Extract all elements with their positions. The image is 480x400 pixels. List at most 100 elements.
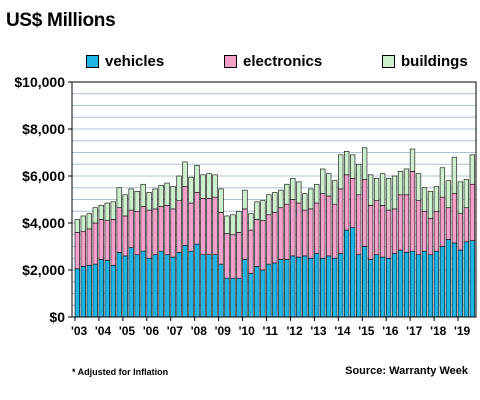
bar-buildings [439,167,446,198]
legend-label-electronics: electronics [243,52,323,70]
bar-electronics [74,232,80,270]
bar-vehicles [344,229,350,318]
bar-electronics [350,178,356,229]
bar-electronics [278,207,284,260]
bar-vehicles [116,252,122,318]
bar-electronics [146,209,152,259]
bar-buildings [92,207,98,224]
bar-vehicles [92,263,98,318]
bar-buildings [188,176,194,204]
bar-electronics [212,196,218,256]
bar-buildings [116,187,122,209]
bar-buildings [314,183,320,204]
bar-buildings [296,181,302,204]
legend-swatch-buildings [382,54,395,68]
x-tick-label: '17 [406,324,423,338]
bar-buildings [278,189,284,209]
bar-vehicles [355,254,362,318]
bar-buildings [158,185,164,207]
bar-vehicles [451,242,458,318]
bar-electronics [367,205,374,260]
bar-electronics [248,229,254,274]
bar-vehicles [158,250,164,318]
bar-vehicles [74,268,80,318]
bar-electronics [134,210,140,256]
bar-electronics [242,208,248,260]
bar-vehicles [128,247,134,318]
bar-electronics [152,208,158,256]
bar-electronics [170,208,176,258]
bar-buildings [74,219,80,233]
bar-electronics [308,208,314,259]
bar-electronics [158,206,164,252]
bar-vehicles [194,243,200,318]
bar-vehicles [188,250,194,318]
bar-buildings [320,168,326,194]
chart-title: US$ Millions [6,10,116,31]
bar-electronics [385,209,392,259]
bar-electronics [272,212,278,264]
x-tick-label: '07 [167,324,184,338]
bar-vehicles [218,263,224,318]
bar-vehicles [248,273,254,318]
bar-buildings [122,194,128,217]
bar-electronics [320,193,326,259]
bar-buildings [218,188,224,213]
bar-electronics [415,200,422,256]
bar-buildings [146,192,152,211]
x-tick-label: '08 [191,324,208,338]
legend-swatch-electronics [224,54,237,68]
bar-buildings [457,181,464,214]
bar-buildings [433,186,440,212]
bar-vehicles [212,254,218,318]
bar-vehicles [397,249,404,318]
bar-buildings [266,194,272,216]
bar-vehicles [176,252,182,318]
bar-electronics [314,202,320,254]
bar-buildings [427,190,434,219]
bar-vehicles [350,227,356,318]
bar-vehicles [200,254,206,318]
bar-vehicles [320,257,326,318]
bar-buildings [224,215,230,234]
x-tick-label: '05 [119,324,136,338]
bar-vehicles [302,255,308,318]
bar-electronics [182,186,188,246]
bar-vehicles [463,241,469,318]
legend-label-buildings: buildings [401,52,468,70]
bar-electronics [397,194,404,251]
bar-vehicles [457,249,464,318]
bar-vehicles [80,266,86,318]
bar-vehicles [338,253,344,318]
bar-buildings [290,178,296,200]
bar-electronics [332,203,338,259]
bar-buildings [176,175,182,201]
bar-buildings [98,205,104,220]
bar-buildings [242,189,248,210]
bar-buildings [170,186,176,210]
bar-vehicles [236,277,242,318]
bar-electronics [98,219,104,260]
x-tick-label: '16 [382,324,399,338]
bar-electronics [104,220,110,261]
bar-electronics [194,192,200,245]
bar-electronics [296,202,302,258]
bar-electronics [302,209,308,257]
bar-electronics [451,193,458,244]
bar-vehicles [391,253,398,318]
x-tick-label: '03 [71,324,88,338]
bar-buildings [409,148,416,172]
bar-buildings [391,175,398,210]
bar-buildings [140,183,146,207]
bar-electronics [463,207,469,243]
bar-buildings [80,215,86,232]
bar-electronics [284,203,290,260]
x-tick-label: '19 [454,324,471,338]
bar-vehicles [86,264,92,318]
bar-electronics [254,219,260,267]
bar-buildings [415,173,422,201]
bar-vehicles [314,253,320,318]
bar-vehicles [469,240,475,318]
bar-vehicles [403,252,410,318]
bar-buildings [373,178,380,201]
